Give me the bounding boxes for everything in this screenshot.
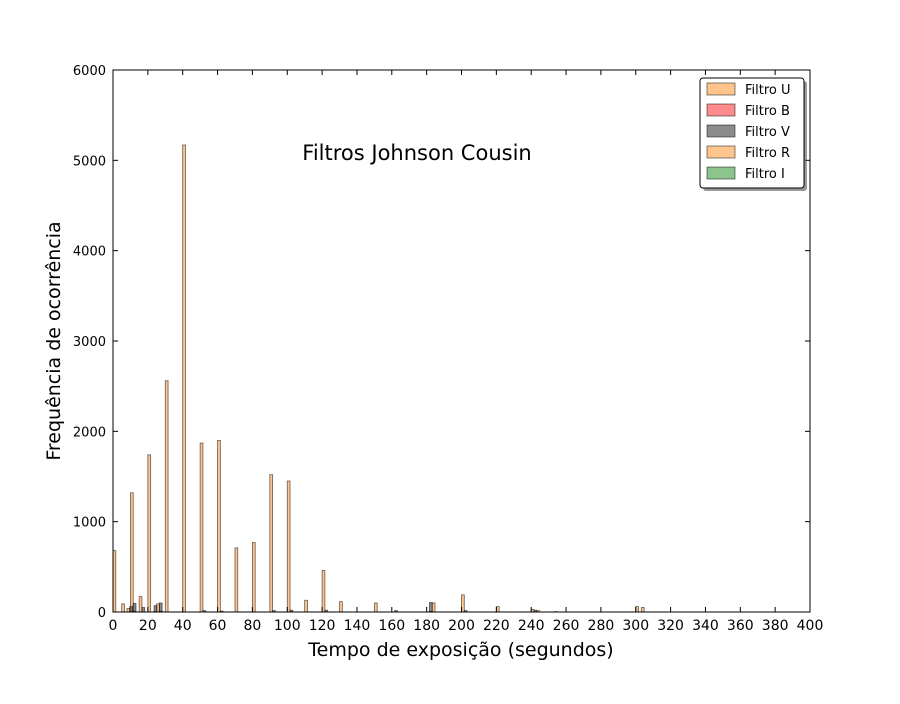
x-tick-label-19: 380 [762,618,789,634]
bar-series-0-4 [139,597,142,612]
bar-series-0-9 [200,443,203,612]
bar-series-3-1 [641,607,644,612]
legend-label-4: Filtro I [745,167,785,182]
x-tick-label-10: 200 [448,618,475,634]
chart-title: Filtros Johnson Cousin [302,141,531,165]
x-tick-label-15: 300 [622,618,649,634]
legend-swatch-3 [707,146,735,158]
bar-series-0-13 [270,475,273,612]
bar-series-2-0 [130,607,133,612]
bar-series-0-8 [183,145,186,612]
y-tick-label-4: 4000 [73,245,106,260]
x-tick-label-7: 140 [344,618,371,634]
x-tick-label-13: 260 [553,618,580,634]
y-tick-label-6: 6000 [73,64,106,79]
x-tick-label-11: 220 [483,618,510,634]
bar-series-0-18 [374,603,377,612]
bar-series-2-3 [154,606,157,612]
x-tick-label-5: 100 [274,618,301,634]
x-tick-label-9: 180 [413,618,440,634]
x-tick-label-12: 240 [518,618,545,634]
y-tick-label-1: 1000 [73,516,106,531]
bar-series-2-11 [429,603,432,612]
bar-series-0-14 [287,481,290,612]
bar-series-0-5 [148,455,151,612]
x-tick-label-0: 0 [109,618,118,634]
bar-series-0-17 [340,602,343,612]
bar-series-0-2 [127,608,130,612]
y-axis-label: Frequência de ocorrência [43,221,65,460]
x-axis-label: Tempo de exposição (segundos) [307,639,613,661]
bar-series-0-3 [130,493,133,612]
bar-series-0-1 [122,604,125,612]
x-tick-label-2: 40 [174,618,192,634]
legend-swatch-4 [707,167,735,179]
y-tick-label-2: 2000 [73,425,106,440]
x-tick-label-18: 360 [727,618,754,634]
bar-series-0-15 [305,600,308,612]
legend-label-3: Filtro R [745,146,790,161]
bar-series-3-0 [432,603,435,612]
x-tick-label-8: 160 [378,618,405,634]
bar-series-2-1 [133,603,136,612]
x-tick-label-3: 60 [209,618,227,634]
legend-label-0: Filtro U [745,83,791,98]
x-tick-label-6: 120 [309,618,336,634]
bar-series-0-7 [165,381,168,612]
bar-series-2-4 [159,603,162,612]
legend-label-1: Filtro B [745,104,790,119]
x-tick-label-20: 400 [797,618,824,634]
x-tick-label-1: 20 [139,618,157,634]
bars-layer [113,145,644,612]
x-tick-label-4: 80 [243,618,261,634]
bar-series-2-2 [142,607,145,612]
legend-swatch-1 [707,104,735,116]
x-tick-label-16: 320 [657,618,684,634]
x-tick-label-14: 280 [588,618,615,634]
legend-label-2: Filtro V [745,125,790,140]
legend-swatch-2 [707,125,735,137]
y-tick-label-0: 0 [98,606,106,621]
y-tick-label-3: 3000 [73,335,106,350]
bar-series-0-11 [235,548,238,612]
bar-series-0-12 [252,542,255,612]
legend-swatch-0 [707,83,735,95]
bar-series-0-16 [322,570,325,612]
y-tick-label-5: 5000 [73,154,106,169]
bar-series-0-10 [218,440,221,612]
x-tick-label-17: 340 [692,618,719,634]
legend: Filtro U Filtro B Filtro V Filtro R Filtro I [700,78,807,191]
